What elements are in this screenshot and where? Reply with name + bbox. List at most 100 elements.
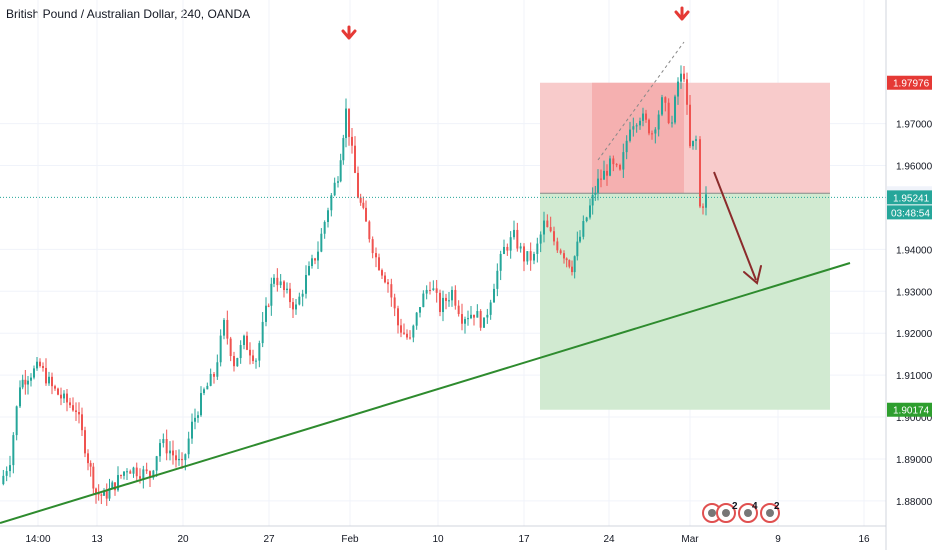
candle-body [87,453,89,464]
countdown-label: 03:48:54 [891,208,930,219]
chart-overlays [0,6,886,524]
candle-body [265,305,267,322]
x-tick-label: 27 [263,534,275,545]
last-price-badge [887,190,932,205]
candle-body [2,475,5,485]
candle-body [114,482,116,491]
x-tick-label: 13 [91,534,103,545]
candle-body [543,220,545,235]
candle-body [81,414,83,431]
x-tick-label: Mar [681,534,699,545]
candle-body [412,325,415,338]
candle-body [337,181,339,183]
candle-body [568,260,571,267]
stop-loss-badge-label: 1.97976 [893,79,930,90]
candle-body [702,206,704,208]
candle-body [233,356,235,367]
take-profit-zone [540,193,830,410]
candle-body [92,466,95,489]
candle-body [33,368,35,378]
candle-body [209,373,212,386]
candle-body [213,373,215,377]
candle-body [419,307,421,313]
candle-body [523,246,525,262]
candle-body [19,387,21,407]
candle-body [252,355,254,362]
x-tick-label: 24 [603,534,615,545]
candle-body [200,393,202,416]
candle-body [689,104,691,147]
candle-body [89,463,92,467]
candle-body [661,97,663,115]
forecast-arrow-head [743,265,762,285]
candle-body [320,233,323,252]
candle-body [286,288,288,291]
candle-body [66,393,68,403]
candle-body [625,140,628,153]
event-icon[interactable] [760,503,780,523]
candle-body [457,305,460,315]
candle-body [526,251,529,262]
candle-body [615,164,618,166]
candle-body [667,102,670,123]
candle-body [126,471,128,473]
candle-body [375,253,377,258]
candle-body [533,253,535,261]
candle-body [5,471,8,476]
candle-body [493,288,495,303]
candle-body [184,454,187,461]
candle-body [470,314,472,319]
candle-body [699,139,701,207]
candle-body [629,129,631,141]
y-tick-label: 1.94000 [896,245,932,256]
economic-events[interactable]: 2 4 2 [702,499,782,527]
candle-body [142,469,145,479]
candle-body [63,393,65,399]
stop-loss-zone-active [592,82,684,194]
candle-body [345,108,347,139]
candle-body [359,197,362,203]
candle-body [226,319,229,339]
candle-body [21,379,24,388]
candle-body [368,221,371,240]
candle-body [365,207,367,222]
candle-body [639,120,641,126]
candle-body [129,471,132,474]
y-tick-label: 1.88000 [896,497,932,508]
trendline [0,262,851,524]
candle-body [255,360,257,362]
y-tick-label: 1.97000 [896,120,932,131]
candle-body [194,417,196,422]
candle-body [680,73,682,82]
candle-body [178,458,180,461]
x-tick-label: 20 [177,534,189,545]
candle-body [483,317,485,328]
candle-body [454,289,457,306]
candle-body [292,302,294,310]
candle-body [12,435,15,466]
candle-body [589,205,591,218]
candle-body [415,312,418,326]
candlestick-series [2,65,707,506]
candle-body [403,332,405,334]
candle-body [442,297,444,313]
candle-body [559,250,562,254]
event-icon[interactable] [738,503,758,523]
candle-body [301,293,304,297]
candle-body [145,469,148,472]
candle-body [15,406,18,436]
event-icon[interactable] [716,503,736,523]
candle-body [576,241,579,257]
candle-body [496,270,499,289]
candle-body [553,231,555,242]
candle-body [594,192,597,195]
candle-body [406,333,408,338]
candle-body [448,300,450,302]
event-count: 2 [774,501,780,512]
candle-body [132,467,135,474]
candle-body [165,439,168,454]
candle-body [229,338,232,357]
candle-body [546,220,549,228]
